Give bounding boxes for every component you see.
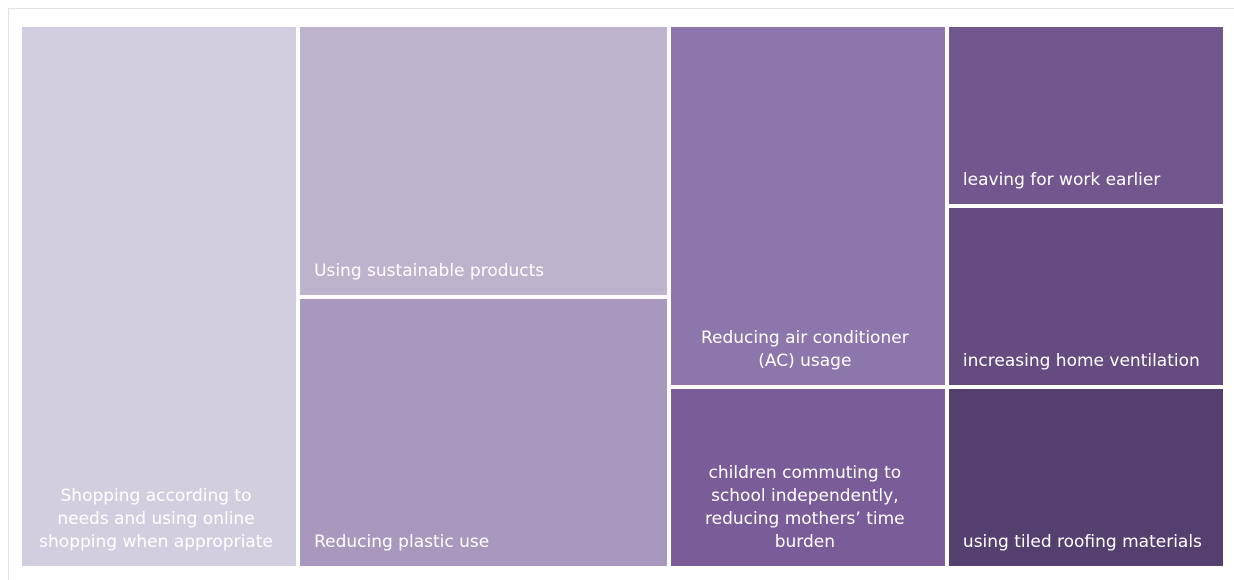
treemap-cell: Reducing plastic use — [300, 298, 667, 566]
cell-label: using tiled roofing materials — [962, 532, 1202, 552]
cell-label: increasing home ventilation — [962, 351, 1200, 371]
cell-label: Reducing plastic use — [314, 532, 490, 552]
cell-label: Using sustainable products — [314, 260, 545, 281]
cell-label: leaving for work earlier — [962, 170, 1161, 190]
treemap-cell: children commuting to school independent… — [670, 389, 945, 566]
frame — [8, 8, 1234, 580]
treemap-cell: Shopping according to needs and using on… — [22, 27, 297, 566]
treemap-cell: using tiled roofing materials — [948, 389, 1223, 566]
treemap: Shopping according to needs and using on… — [20, 25, 1225, 568]
treemap-cell: leaving for work earlier — [948, 27, 1223, 204]
treemap-cell: Using sustainable products — [300, 27, 667, 295]
cell-label: children commuting to school independent… — [705, 463, 905, 552]
treemap-cell: increasing home ventilation — [948, 208, 1223, 385]
cell-label: Reducing air conditioner (AC) usage — [700, 328, 909, 371]
cell-label: Shopping according to needs and using on… — [39, 486, 273, 552]
treemap-cell: Reducing air conditioner (AC) usage — [670, 27, 945, 385]
